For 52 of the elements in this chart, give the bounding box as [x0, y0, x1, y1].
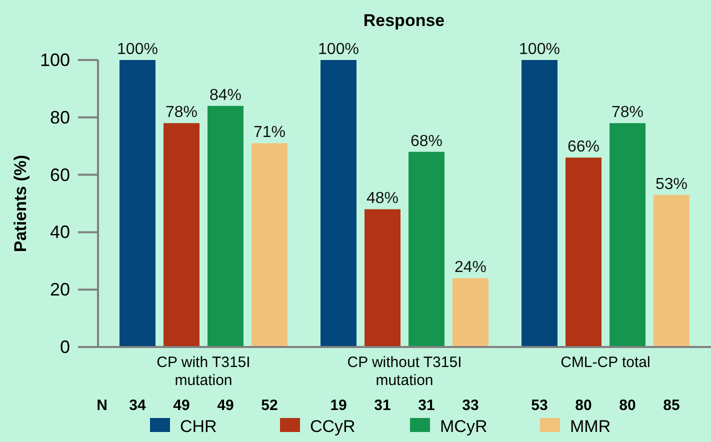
legend-label: MMR [570, 417, 611, 436]
text: 19 [330, 397, 347, 414]
bar [654, 194, 690, 347]
text: N [96, 397, 108, 414]
text: 80 [575, 397, 592, 414]
bar [320, 60, 356, 347]
bar [120, 60, 156, 347]
text: 31 [418, 397, 435, 414]
y-tick-label: 60 [50, 164, 70, 185]
chart-title: Response [363, 11, 445, 30]
bar [566, 158, 602, 347]
legend-label: MCyR [440, 417, 488, 436]
y-axis-title: Patients (%) [11, 154, 30, 252]
text: 33 [462, 397, 479, 414]
text: 34 [129, 397, 146, 414]
bar [452, 278, 488, 347]
data-label: 78% [165, 104, 198, 122]
bar [610, 123, 646, 347]
bar [164, 123, 200, 347]
bar [364, 209, 400, 347]
y-tick-label: 20 [50, 280, 70, 300]
text: 49 [173, 397, 190, 414]
data-label: 71% [253, 124, 286, 142]
data-label: 78% [611, 104, 644, 122]
y-tick-label: 0 [60, 337, 70, 357]
legend-label: CHR [180, 417, 217, 436]
bar [522, 60, 558, 347]
x-tick-label: CML-CP total [560, 354, 650, 371]
text: 31 [374, 397, 391, 414]
x-tick-label: CP without T315I mutation [347, 354, 462, 389]
data-label: 48% [366, 190, 399, 208]
data-label: 68% [410, 132, 443, 150]
data-label: 53% [655, 176, 688, 193]
data-label: 100% [117, 41, 158, 58]
bar [252, 143, 288, 347]
text: 80 [619, 397, 636, 414]
text: 49 [217, 397, 234, 414]
y-tick-label: 80 [50, 107, 70, 128]
data-label: 66% [567, 138, 600, 156]
text: 52 [261, 397, 278, 414]
bar [408, 152, 444, 347]
data-label: 24% [454, 259, 487, 276]
y-tick-label: 100 [40, 50, 70, 70]
data-label: 100% [519, 41, 560, 58]
data-label: 100% [318, 41, 359, 58]
x-tick-label: CP with T315I mutation [156, 354, 250, 389]
text: 53 [531, 397, 548, 414]
legend-label: CCyR [310, 417, 356, 436]
y-tick-label: 40 [50, 222, 70, 242]
data-label: 84% [209, 86, 242, 104]
bar [208, 106, 244, 347]
text: 85 [663, 397, 680, 414]
